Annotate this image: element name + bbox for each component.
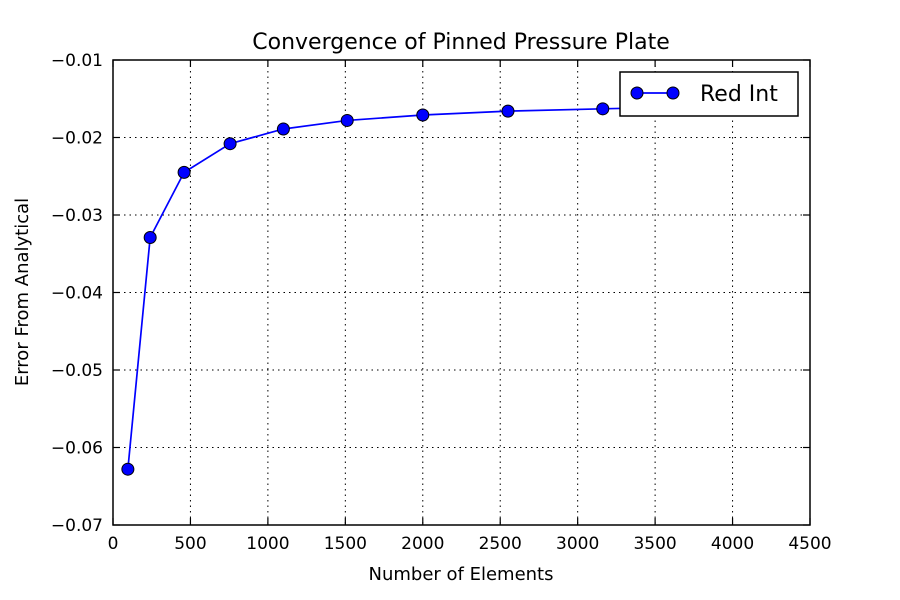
x-tick-label: 500 bbox=[174, 534, 206, 554]
x-tick-label: 1000 bbox=[246, 534, 289, 554]
y-tick-label: −0.02 bbox=[51, 129, 103, 149]
y-axis-label: Error From Analytical bbox=[12, 198, 33, 386]
legend-marker-left bbox=[630, 86, 644, 100]
y-tick-label: −0.06 bbox=[51, 439, 103, 459]
y-tick-label: −0.03 bbox=[51, 206, 103, 226]
legend-box bbox=[619, 71, 799, 117]
tick-layer: 0 500 1000 1500 2000 2500 3000 3500 4000 4500 −0.0… bbox=[51, 51, 832, 554]
label-layer: Convergence of Pinned Pressure Plate Num… bbox=[12, 30, 670, 585]
x-tick-label: 0 bbox=[108, 534, 119, 554]
legend: Red Int bbox=[619, 71, 799, 117]
x-tick-label: 3500 bbox=[633, 534, 676, 554]
data-point bbox=[596, 102, 610, 116]
data-point bbox=[501, 104, 515, 118]
y-tick-label: −0.04 bbox=[51, 284, 103, 304]
y-tick-label: −0.07 bbox=[51, 516, 103, 536]
data-point bbox=[143, 230, 157, 244]
data-point bbox=[121, 462, 135, 476]
y-tick-label: −0.05 bbox=[51, 361, 103, 381]
x-axis-label: Number of Elements bbox=[368, 564, 553, 585]
x-tick-label: 2500 bbox=[479, 534, 522, 554]
data-point bbox=[223, 137, 237, 151]
legend-label-red-int: Red Int bbox=[700, 82, 778, 107]
x-tick-label: 4000 bbox=[711, 534, 754, 554]
series-line-red-int bbox=[127, 106, 671, 470]
data-point bbox=[276, 122, 290, 136]
data-point bbox=[177, 165, 191, 179]
data-point bbox=[340, 113, 354, 127]
x-tick-label: 1500 bbox=[324, 534, 367, 554]
x-tick-label: 3000 bbox=[556, 534, 599, 554]
legend-marker-right bbox=[666, 86, 680, 100]
x-tick-label: 2000 bbox=[401, 534, 444, 554]
chart-title: Convergence of Pinned Pressure Plate bbox=[252, 30, 669, 55]
y-tick-label: −0.01 bbox=[51, 51, 103, 71]
x-tick-label: 4500 bbox=[788, 534, 831, 554]
data-point bbox=[416, 108, 430, 122]
